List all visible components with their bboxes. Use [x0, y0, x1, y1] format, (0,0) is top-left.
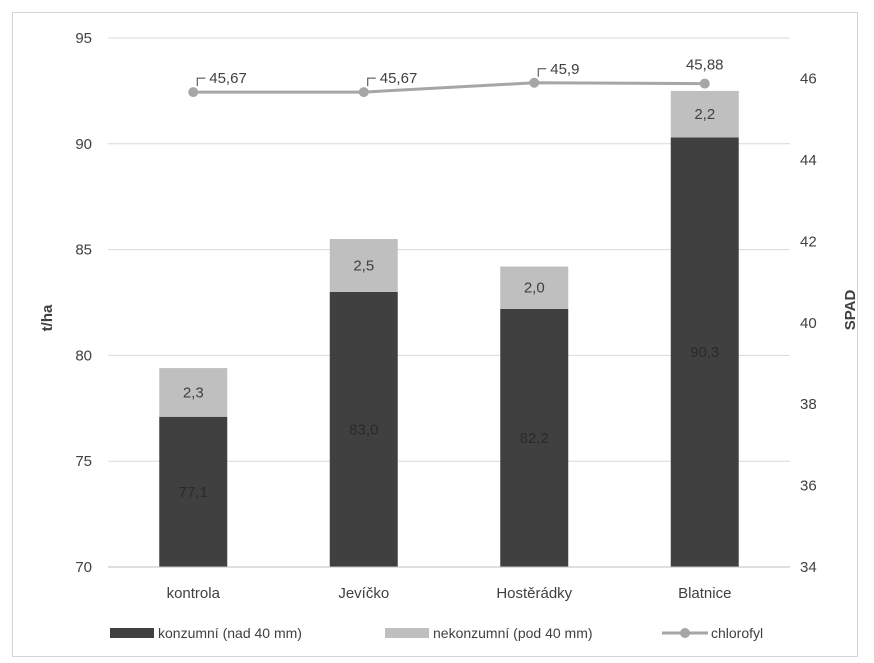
- data-label-konzumni: 83,0: [349, 421, 378, 438]
- chlorofyl-point: [699, 78, 710, 89]
- bar-nekonzumni: [159, 368, 228, 417]
- bar-konzumni: [329, 291, 398, 567]
- legend-label-chlorofyl: chlorofyl: [711, 625, 763, 641]
- y2-tick-label: 40: [800, 315, 817, 332]
- y-tick-label: 80: [75, 347, 92, 364]
- data-label-leader: [537, 68, 547, 77]
- data-label-konzumni: 82,2: [520, 430, 549, 447]
- chlorofyl-point: [188, 87, 199, 98]
- data-label-chlorofyl: 45,67: [209, 70, 247, 87]
- chlorofyl-point: [358, 87, 369, 98]
- data-label-konzumni: 77,1: [179, 484, 208, 501]
- y-tick-label: 75: [75, 453, 92, 470]
- data-label-nekonzumni: 2,2: [694, 106, 715, 123]
- y-tick-label: 70: [75, 559, 92, 576]
- y-tick-label: 95: [75, 30, 92, 47]
- legend-swatch-nekonzumni: [385, 628, 429, 638]
- y2-tick-label: 42: [800, 233, 817, 250]
- chlorofyl-line: 45,67 45,67 45,9 45,88: [188, 57, 724, 98]
- data-label-chlorofyl: 45,9: [550, 61, 579, 78]
- data-label-nekonzumni: 2,5: [353, 257, 374, 274]
- data-label-leader: [196, 77, 206, 87]
- chlorofyl-series-line: [193, 81, 705, 94]
- x-tick-label: kontrola: [167, 585, 221, 602]
- bar-nekonzumni: [329, 239, 398, 292]
- y2-tick-label: 38: [800, 396, 817, 413]
- data-label-nekonzumni: 2,3: [183, 384, 204, 401]
- data-label-chlorofyl: 45,88: [686, 57, 724, 74]
- legend: konzumní (nad 40 mm) nekonzumní (pod 40 …: [110, 625, 763, 641]
- bars: 77,1 2,3 83,0 2,5 82,2 2,0 90,3 2,2: [159, 90, 739, 567]
- y2-axis-title: SPAD: [842, 290, 859, 331]
- y-tick-label: 90: [75, 136, 92, 153]
- data-label-konzumni: 90,3: [690, 344, 719, 361]
- legend-swatch-chlorofyl-marker: [680, 628, 690, 638]
- data-label-chlorofyl: 45,67: [380, 70, 418, 87]
- x-tick-label: Blatnice: [678, 585, 731, 602]
- x-tick-label: Hostěrádky: [496, 585, 572, 602]
- data-label-leader: [367, 77, 376, 87]
- bar-nekonzumni: [500, 266, 569, 309]
- y-axis-title: t/ha: [39, 304, 56, 331]
- y2-tick-label: 36: [800, 478, 817, 495]
- y2-tick-label: 44: [800, 152, 817, 169]
- y-tick-label: 85: [75, 242, 92, 259]
- legend-label-konzumni: konzumní (nad 40 mm): [158, 625, 302, 641]
- legend-label-nekonzumni: nekonzumní (pod 40 mm): [433, 625, 593, 641]
- bar-konzumni: [159, 416, 228, 567]
- x-tick-label: Jevíčko: [338, 585, 389, 602]
- axes: 70 75 80 85 90 95 34 36 38 40 42 44 46 kontrola Jevíčk…: [75, 30, 816, 602]
- data-label-nekonzumni: 2,0: [524, 280, 545, 297]
- bar-nekonzumni: [670, 90, 739, 138]
- legend-swatch-konzumni: [110, 628, 154, 638]
- chlorofyl-point: [529, 77, 540, 88]
- bar-konzumni: [500, 308, 569, 567]
- bar-konzumni: [670, 137, 739, 567]
- y2-tick-label: 34: [800, 559, 817, 576]
- y2-tick-label: 46: [800, 71, 817, 88]
